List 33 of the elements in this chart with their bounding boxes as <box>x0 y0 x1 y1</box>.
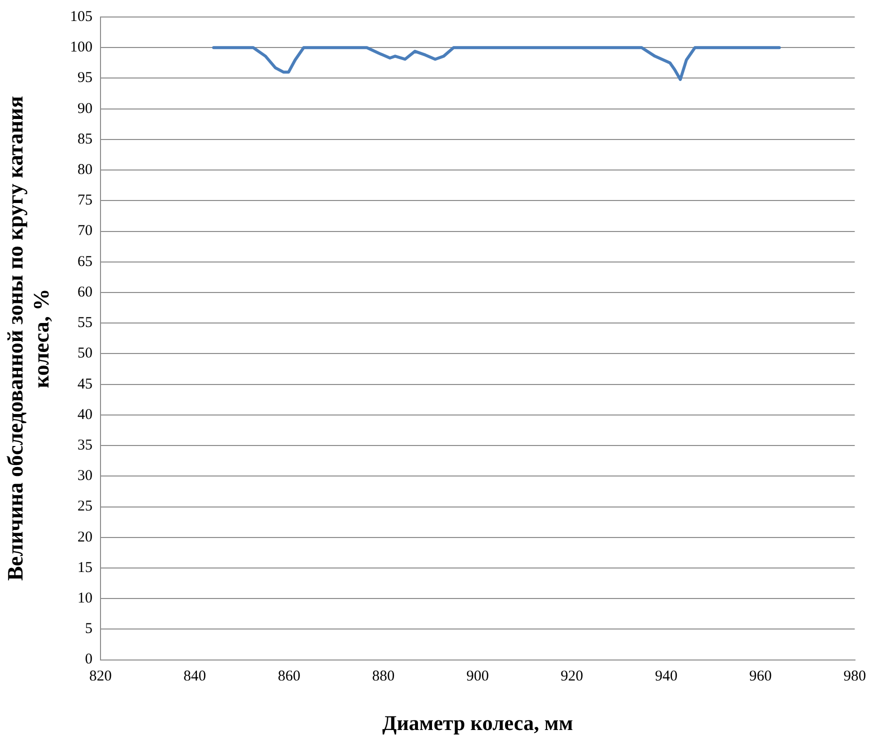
x-tick-label: 900 <box>466 668 489 685</box>
y-tick-label: 0 <box>85 652 92 668</box>
x-axis-title: Диаметр колеса, мм <box>382 710 574 735</box>
y-tick-label: 55 <box>78 315 92 332</box>
y-tick-label: 90 <box>78 100 92 117</box>
y-tick-label: 75 <box>78 192 92 209</box>
y-tick-label: 95 <box>78 70 92 86</box>
y-tick-label: 50 <box>78 346 92 362</box>
x-tick-label: 860 <box>278 668 300 685</box>
x-tick-label: 960 <box>749 668 772 685</box>
x-tick-label: 880 <box>372 668 395 685</box>
x-tick-label: 920 <box>560 668 584 685</box>
y-tick-label: 10 <box>78 590 92 607</box>
y-tick-label: 5 <box>85 621 92 638</box>
y-tick-label: 80 <box>78 162 92 178</box>
y-tick-label: 35 <box>78 437 92 454</box>
x-tick-label: 820 <box>89 668 112 685</box>
x-tick-label: 980 <box>844 668 866 685</box>
y-tick-label: 40 <box>78 406 92 423</box>
y-tick-label: 100 <box>70 40 92 56</box>
y-tick-label: 45 <box>78 376 92 392</box>
y-tick-label: 25 <box>78 498 92 515</box>
x-tick-label: 840 <box>184 668 206 685</box>
y-tick-label: 85 <box>78 131 92 148</box>
y-tick-label: 70 <box>78 223 92 240</box>
y-tick-label: 105 <box>70 8 92 25</box>
y-tick-label: 30 <box>78 468 92 484</box>
y-tick-label: 60 <box>78 284 92 300</box>
x-tick-label: 940 <box>654 668 678 685</box>
y-tick-label: 65 <box>78 254 92 270</box>
y-tick-label: 15 <box>78 560 92 576</box>
y-tick-label: 20 <box>78 529 92 546</box>
y-axis-title: Величина обследованной зоны по кругу катания колеса, % <box>2 96 54 581</box>
